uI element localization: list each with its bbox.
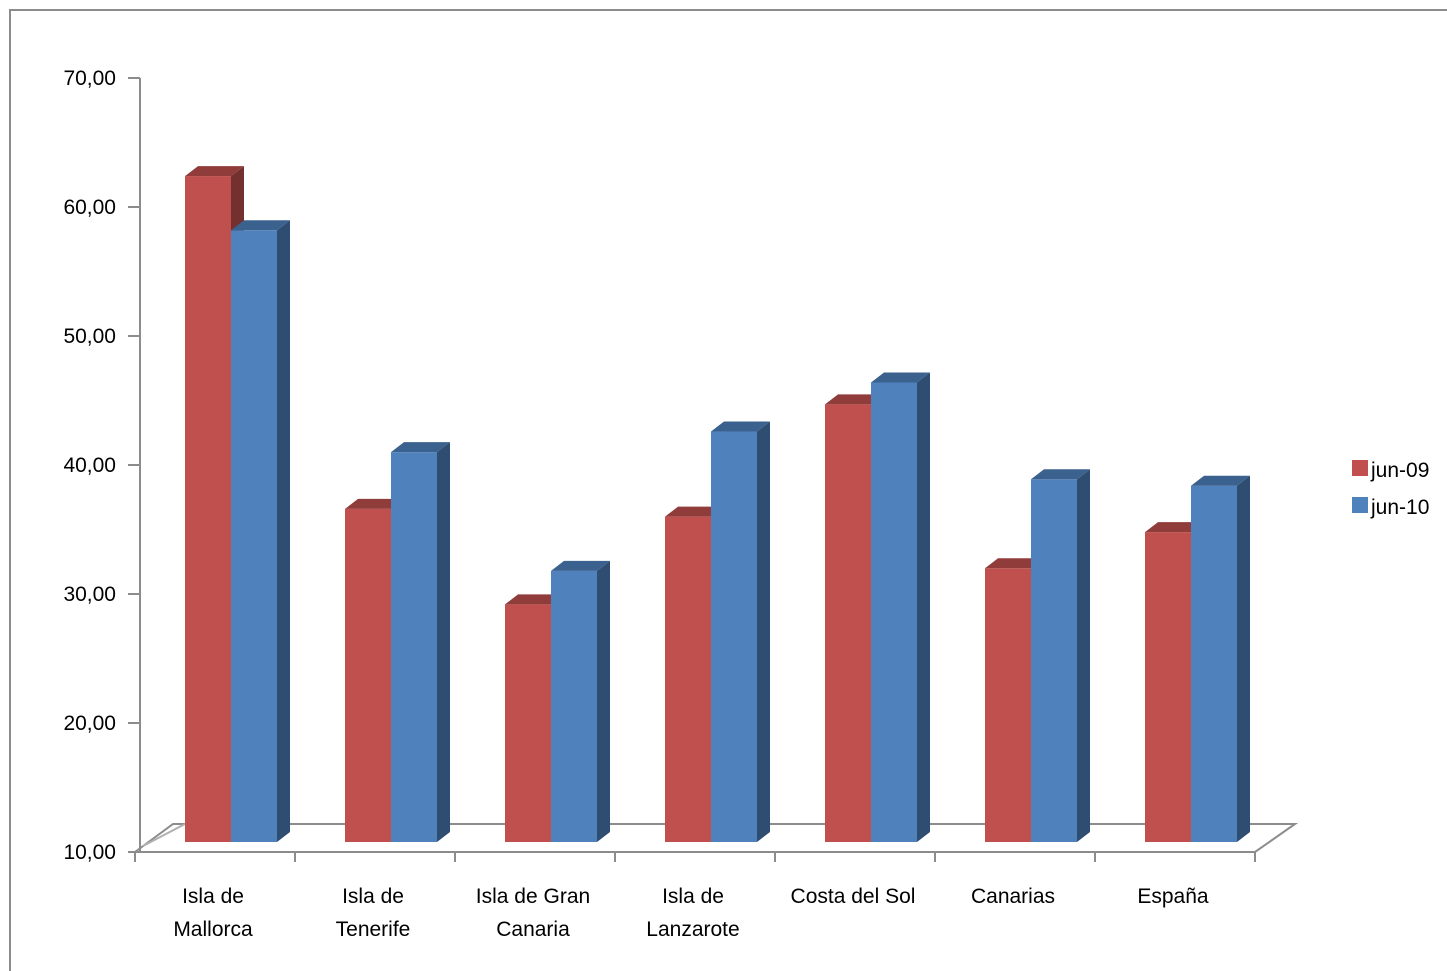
bar-top-face <box>1191 475 1250 486</box>
bar-side-face <box>437 442 450 842</box>
bar-top-face <box>711 421 770 432</box>
bar-top-face <box>551 560 610 571</box>
legend-swatch <box>1352 460 1368 476</box>
legend[interactable]: jun-09 jun-10 <box>1352 459 1429 519</box>
category-label: Isla de <box>182 885 244 908</box>
bar-side-face <box>277 220 290 842</box>
bar-front-face <box>1191 485 1237 842</box>
bar-front-face <box>391 452 437 842</box>
legend-label: jun-09 <box>1370 459 1429 482</box>
bar-side-face <box>917 372 930 842</box>
bar-top-face <box>345 498 404 509</box>
bar-jun-10-6[interactable] <box>1191 475 1250 842</box>
bar-top-face <box>505 594 564 605</box>
bar-front-face <box>985 568 1031 842</box>
bar-side-face <box>1237 475 1250 842</box>
category-label: Isla de <box>662 885 724 908</box>
category-label: Lanzarote <box>646 918 739 941</box>
bar-jun-10-4[interactable] <box>871 372 930 843</box>
category-label: Isla de Gran <box>476 885 590 908</box>
category-label: Costa del Sol <box>791 885 916 908</box>
floor-back-edge <box>142 823 186 847</box>
category-label: Isla de <box>342 885 404 908</box>
bar-jun-10-2[interactable] <box>551 560 610 842</box>
bar-jun-10-1[interactable] <box>391 442 450 842</box>
bar-jun-10-5[interactable] <box>1031 469 1090 842</box>
bar-top-face <box>665 506 724 517</box>
y-tick-label: 20,00 <box>63 712 116 735</box>
bars <box>185 166 1250 843</box>
bar-side-face <box>1077 469 1090 842</box>
y-tick-label: 50,00 <box>63 325 116 348</box>
bar-front-face <box>871 382 917 842</box>
value-axis: 10,00 20,00 30,00 40,00 50,00 60,00 70,00 <box>63 67 1256 864</box>
bar-front-face <box>505 604 551 842</box>
legend-item-jun-09[interactable]: jun-09 <box>1352 459 1429 482</box>
category-label: España <box>1137 885 1209 908</box>
bar-front-face <box>1145 532 1191 842</box>
bar-top-face <box>825 394 884 405</box>
bar-front-face <box>665 516 711 842</box>
legend-swatch <box>1352 497 1368 513</box>
bar-front-face <box>551 570 597 842</box>
y-tick-label: 70,00 <box>63 67 116 90</box>
y-tick-label: 30,00 <box>63 583 116 606</box>
bar-jun-10-0[interactable] <box>231 220 290 842</box>
bar-front-face <box>185 176 231 843</box>
bar-front-face <box>1031 479 1077 842</box>
bar-front-face <box>345 508 391 842</box>
bar-jun-10-3[interactable] <box>711 421 770 842</box>
y-tick-label: 10,00 <box>63 841 116 864</box>
bar-top-face <box>871 372 930 383</box>
y-tick-label: 60,00 <box>63 196 116 219</box>
bar-top-face <box>1145 522 1204 533</box>
bar-front-face <box>711 431 757 842</box>
category-axis-labels: Isla de Mallorca Isla de Tenerife Isla de Gr… <box>173 885 1209 941</box>
category-label: Canaria <box>496 918 570 941</box>
bar-top-face <box>231 220 290 231</box>
bar-top-face <box>185 166 244 177</box>
bar-top-face <box>391 442 450 453</box>
bar-front-face <box>231 230 277 842</box>
category-label: Canarias <box>971 885 1055 908</box>
y-tick-label: 40,00 <box>63 454 116 477</box>
category-label: Mallorca <box>173 918 253 941</box>
bar-top-face <box>985 558 1044 569</box>
legend-item-jun-10[interactable]: jun-10 <box>1352 496 1429 519</box>
legend-label: jun-10 <box>1370 496 1429 519</box>
bar-front-face <box>825 404 871 842</box>
bar-side-face <box>597 560 610 842</box>
category-label: Tenerife <box>336 918 411 941</box>
bar-side-face <box>757 421 770 842</box>
bar-top-face <box>1031 469 1090 480</box>
